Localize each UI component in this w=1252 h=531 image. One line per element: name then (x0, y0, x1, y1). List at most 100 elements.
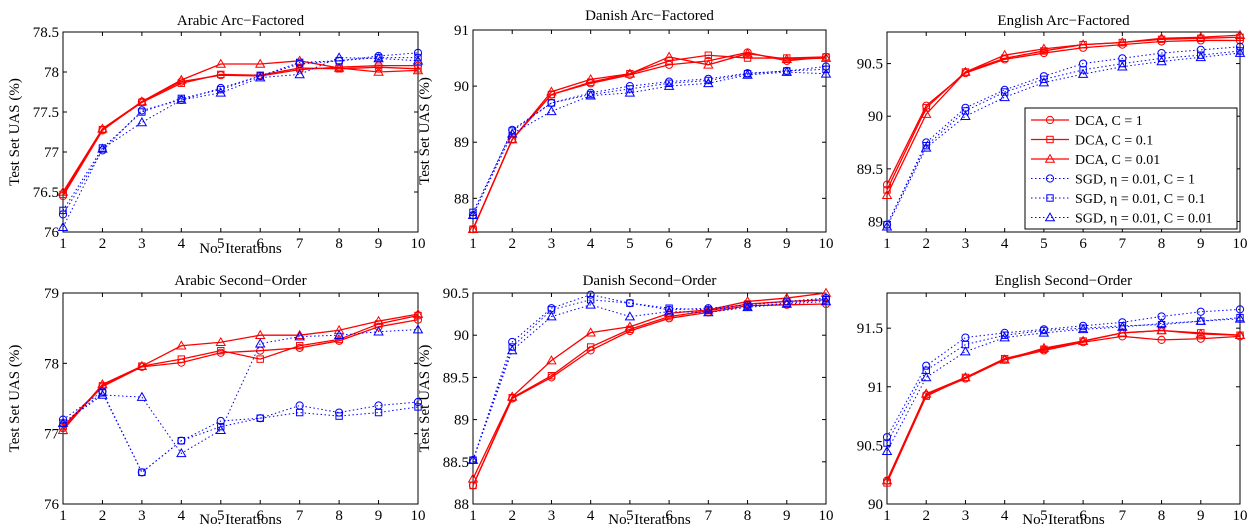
data-point (585, 73, 596, 84)
chart-panel-6: English Second−Order 1 2 3 4 5 6 7 8 9 10 90 90.5 91 9… (857, 273, 1248, 528)
x-tick-label: 10 (1233, 508, 1248, 524)
data-point (295, 408, 304, 417)
y-tick-label: 89 (454, 135, 469, 151)
series-dca-3 (467, 48, 832, 233)
x-tick-label: 8 (744, 236, 752, 252)
data-point (1040, 75, 1048, 84)
y-tick-label: 76 (44, 497, 60, 513)
x-tick-label: 4 (587, 508, 595, 524)
data-point (999, 354, 1010, 364)
data-point (1117, 327, 1128, 337)
x-axis-label: No. Iterations (199, 512, 282, 528)
legend-label: SGD, η = 0.01, C = 0.01 (1075, 212, 1212, 227)
axes-frame (886, 31, 1241, 233)
series-line (886, 335, 1241, 481)
data-point (138, 108, 146, 116)
data-point (546, 105, 557, 116)
y-tick-label: 79 (44, 286, 59, 302)
y-tick-label: 90.5 (443, 286, 469, 302)
y-tick-label: 88.5 (443, 455, 469, 471)
data-point (624, 321, 636, 331)
chart-title: Danish Second−Order (583, 273, 717, 289)
data-point (506, 128, 518, 138)
series-line (62, 390, 419, 474)
data-point (1040, 326, 1048, 335)
data-point (999, 332, 1010, 342)
data-point (585, 327, 596, 337)
series-sgd-5 (469, 296, 830, 464)
series-line (886, 50, 1241, 225)
x-tick-label: 2 (922, 508, 930, 524)
data-point (374, 408, 383, 417)
data-point (663, 80, 675, 90)
series-line (62, 60, 419, 193)
data-point (1235, 42, 1245, 51)
data-point (333, 324, 345, 335)
data-point (1156, 56, 1167, 66)
data-point (881, 475, 893, 485)
data-point (920, 388, 932, 398)
series-line (472, 65, 827, 216)
data-point (294, 331, 305, 341)
data-point (742, 69, 753, 79)
data-point (335, 335, 343, 344)
series-line (472, 292, 827, 479)
data-point (781, 66, 793, 76)
axes-frame (472, 29, 827, 233)
x-axis-label: No. Iterations (608, 512, 691, 528)
y-tick-label: 90 (868, 109, 883, 125)
data-point (820, 52, 832, 62)
data-point (743, 54, 752, 62)
data-point (663, 51, 675, 61)
x-tick-label: 5 (1040, 236, 1048, 252)
data-point (412, 308, 424, 318)
data-point (373, 326, 384, 336)
x-tick-label: 4 (587, 236, 595, 252)
legend-box (1024, 107, 1238, 230)
data-point (820, 68, 832, 78)
legend-marker (1046, 135, 1054, 144)
x-tick-label: 5 (1040, 508, 1048, 524)
data-point (295, 64, 304, 72)
data-point (1195, 51, 1207, 62)
data-point (703, 77, 714, 88)
data-point (546, 86, 557, 96)
series-line (472, 54, 827, 230)
data-point (469, 208, 477, 217)
data-point (177, 437, 186, 445)
data-point (215, 87, 227, 97)
legend-marker (1044, 153, 1056, 163)
data-point (136, 116, 148, 127)
series-line (886, 329, 1241, 481)
data-point (1079, 66, 1087, 74)
data-point (254, 58, 266, 68)
x-axis-label: No. Iterations (1022, 512, 1105, 528)
y-tick-label: 89.5 (857, 162, 883, 178)
data-point (467, 473, 479, 483)
series-sgd-4 (468, 62, 831, 220)
data-point (1118, 59, 1127, 68)
x-tick-label: 6 (1079, 236, 1087, 252)
data-point (467, 209, 479, 219)
data-point (1195, 328, 1207, 338)
y-tick-label: 89 (868, 214, 883, 230)
data-point (881, 189, 893, 199)
x-tick-label: 4 (178, 508, 186, 524)
data-point (413, 397, 423, 407)
x-tick-label: 7 (705, 508, 713, 524)
y-tick-label: 78 (44, 65, 59, 81)
x-tick-label: 5 (217, 236, 225, 252)
data-point (1195, 315, 1207, 325)
data-point (57, 221, 69, 231)
data-point (624, 68, 636, 78)
series-line (62, 329, 419, 455)
chart-title: English Second−Order (995, 273, 1132, 289)
series-line (62, 57, 418, 211)
data-point (586, 290, 595, 299)
data-point (506, 391, 518, 401)
legend-marker (1045, 115, 1055, 125)
data-point (922, 104, 930, 112)
data-point (1038, 77, 1050, 87)
data-point (176, 340, 187, 350)
